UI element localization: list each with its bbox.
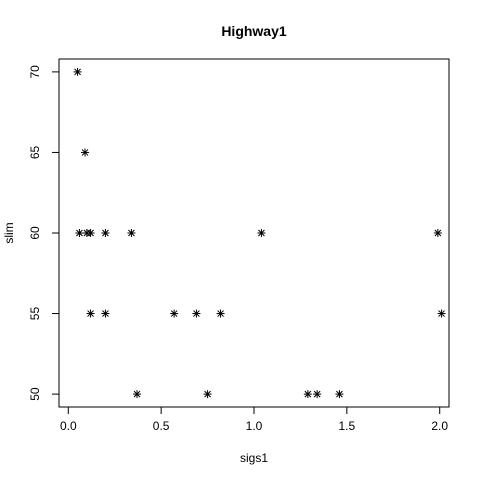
y-axis: 50 55 60 65 70 bbox=[28, 65, 60, 401]
data-point bbox=[192, 309, 201, 318]
data-point bbox=[73, 67, 82, 76]
y-tick-label: 70 bbox=[28, 65, 42, 79]
data-point bbox=[133, 390, 141, 399]
x-tick-label: 1.0 bbox=[246, 419, 263, 433]
data-point bbox=[86, 309, 95, 318]
x-tick-label: 0.0 bbox=[60, 419, 77, 433]
chart-title: Highway1 bbox=[221, 23, 287, 39]
y-tick-label: 50 bbox=[28, 387, 42, 401]
data-point bbox=[101, 309, 110, 318]
data-point bbox=[81, 148, 89, 157]
data-point bbox=[216, 309, 225, 318]
x-tick-label: 2.0 bbox=[431, 419, 448, 433]
data-point bbox=[203, 390, 212, 399]
data-point bbox=[86, 229, 95, 237]
y-tick-label: 65 bbox=[28, 145, 42, 159]
y-tick-label: 55 bbox=[28, 307, 42, 321]
y-axis-label: slim bbox=[2, 222, 16, 243]
data-point bbox=[437, 309, 446, 318]
data-point bbox=[127, 229, 136, 237]
data-point bbox=[75, 229, 84, 237]
data-points bbox=[73, 67, 446, 399]
data-point bbox=[170, 309, 179, 318]
data-point bbox=[433, 229, 442, 237]
x-tick-label: 1.5 bbox=[339, 419, 356, 433]
x-tick-label: 0.5 bbox=[153, 419, 170, 433]
x-axis-label: sigs1 bbox=[240, 451, 268, 465]
plot-frame bbox=[58, 58, 450, 408]
data-point bbox=[101, 229, 110, 237]
data-point bbox=[335, 390, 344, 399]
data-point bbox=[303, 390, 312, 399]
x-axis: 0.0 0.5 1.0 1.5 2.0 bbox=[60, 406, 448, 433]
data-point bbox=[257, 229, 266, 237]
data-point bbox=[313, 390, 322, 399]
y-tick-label: 60 bbox=[28, 226, 42, 240]
